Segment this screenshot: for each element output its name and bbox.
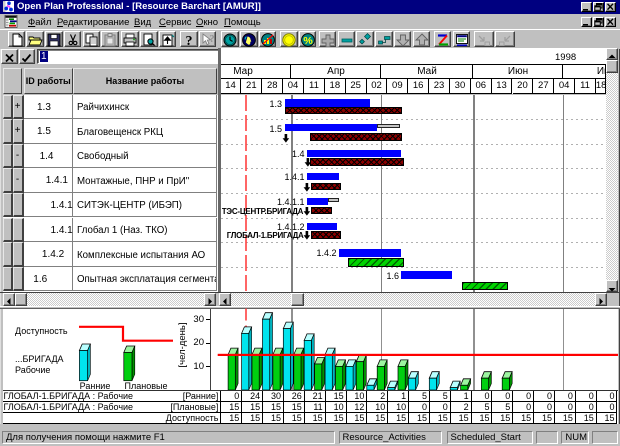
svg-text:?: ? bbox=[186, 34, 193, 47]
svg-text:?: ? bbox=[209, 34, 214, 45]
svg-text:%: % bbox=[303, 35, 313, 47]
